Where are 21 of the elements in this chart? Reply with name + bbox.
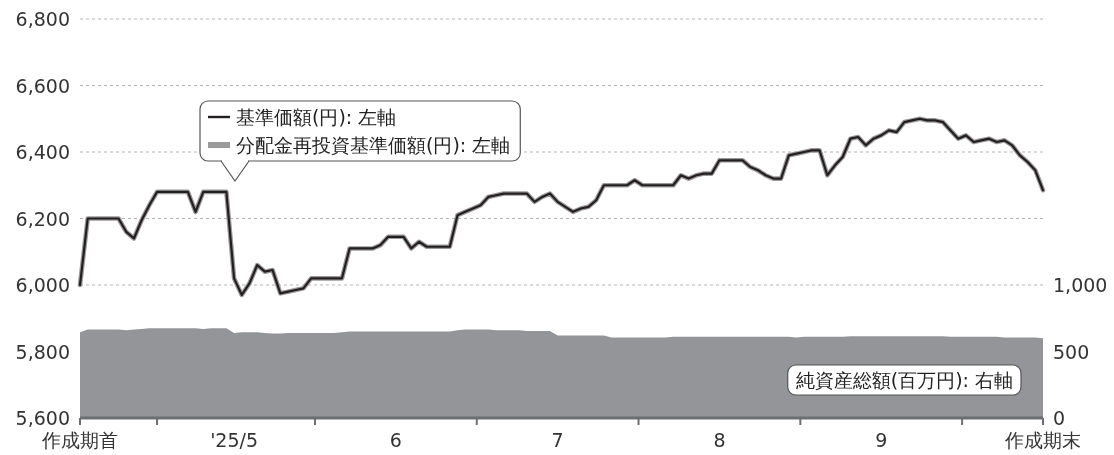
y-tick-label: 5,800 [15, 340, 70, 363]
x-tick-label: 作成期末 [1004, 429, 1081, 451]
y2-tick-label: 0 [1053, 407, 1066, 429]
series-label: 純資産総額(百万円): 右軸 [787, 364, 1022, 396]
y2-tick-label: 1,000 [1053, 274, 1108, 296]
x-tick-label: 9 [875, 429, 888, 451]
y-tick-label: 6,600 [15, 74, 70, 97]
y-tick-label: 6,400 [15, 141, 70, 163]
y-tick-label: 5,600 [15, 407, 70, 429]
y-tick-label: 6,000 [15, 274, 70, 296]
legend-label: 分配金再投資基準価額(円): 左軸 [236, 134, 511, 156]
x-tick-label: '25/5 [210, 429, 259, 451]
legend-label: 基準価額(円): 左軸 [236, 106, 397, 128]
x-tick-label: 作成期首 [41, 429, 118, 451]
x-tick-label: 8 [713, 429, 726, 451]
y-tick-label: 6,200 [15, 207, 70, 230]
x-tick-label: 6 [389, 429, 402, 451]
y-tick-label: 6,800 [15, 8, 70, 30]
series-label: 純資産総額(百万円): 右軸 [795, 369, 1013, 391]
x-tick-label: 7 [551, 429, 564, 451]
y2-tick-label: 500 [1053, 340, 1090, 363]
